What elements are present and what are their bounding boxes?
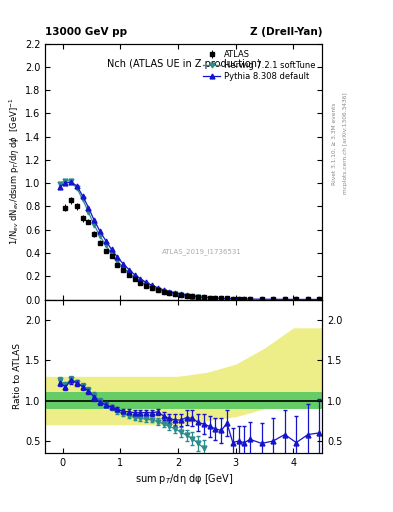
- Text: ATLAS_2019_I1736531: ATLAS_2019_I1736531: [162, 248, 241, 255]
- Y-axis label: 1/N$_{ev}$ dN$_{ev}$/dsum p$_T$/d$\eta$ d$\phi$  [GeV]$^{-1}$: 1/N$_{ev}$ dN$_{ev}$/dsum p$_T$/d$\eta$ …: [7, 98, 22, 245]
- Y-axis label: Ratio to ATLAS: Ratio to ATLAS: [13, 344, 22, 409]
- Legend: ATLAS, Herwig 7.2.1 softTune, Pythia 8.308 default: ATLAS, Herwig 7.2.1 softTune, Pythia 8.3…: [201, 48, 318, 84]
- Text: 13000 GeV pp: 13000 GeV pp: [45, 27, 127, 37]
- Text: Nch (ATLAS UE in Z production): Nch (ATLAS UE in Z production): [107, 59, 261, 69]
- Text: Z (Drell-Yan): Z (Drell-Yan): [250, 27, 322, 37]
- Text: mcplots.cern.ch [arXiv:1306.3436]: mcplots.cern.ch [arXiv:1306.3436]: [343, 93, 348, 194]
- Text: Rivet 3.1.10, ≥ 3.3M events: Rivet 3.1.10, ≥ 3.3M events: [332, 102, 337, 185]
- X-axis label: sum p$_T$/dη dφ [GeV]: sum p$_T$/dη dφ [GeV]: [135, 472, 233, 486]
